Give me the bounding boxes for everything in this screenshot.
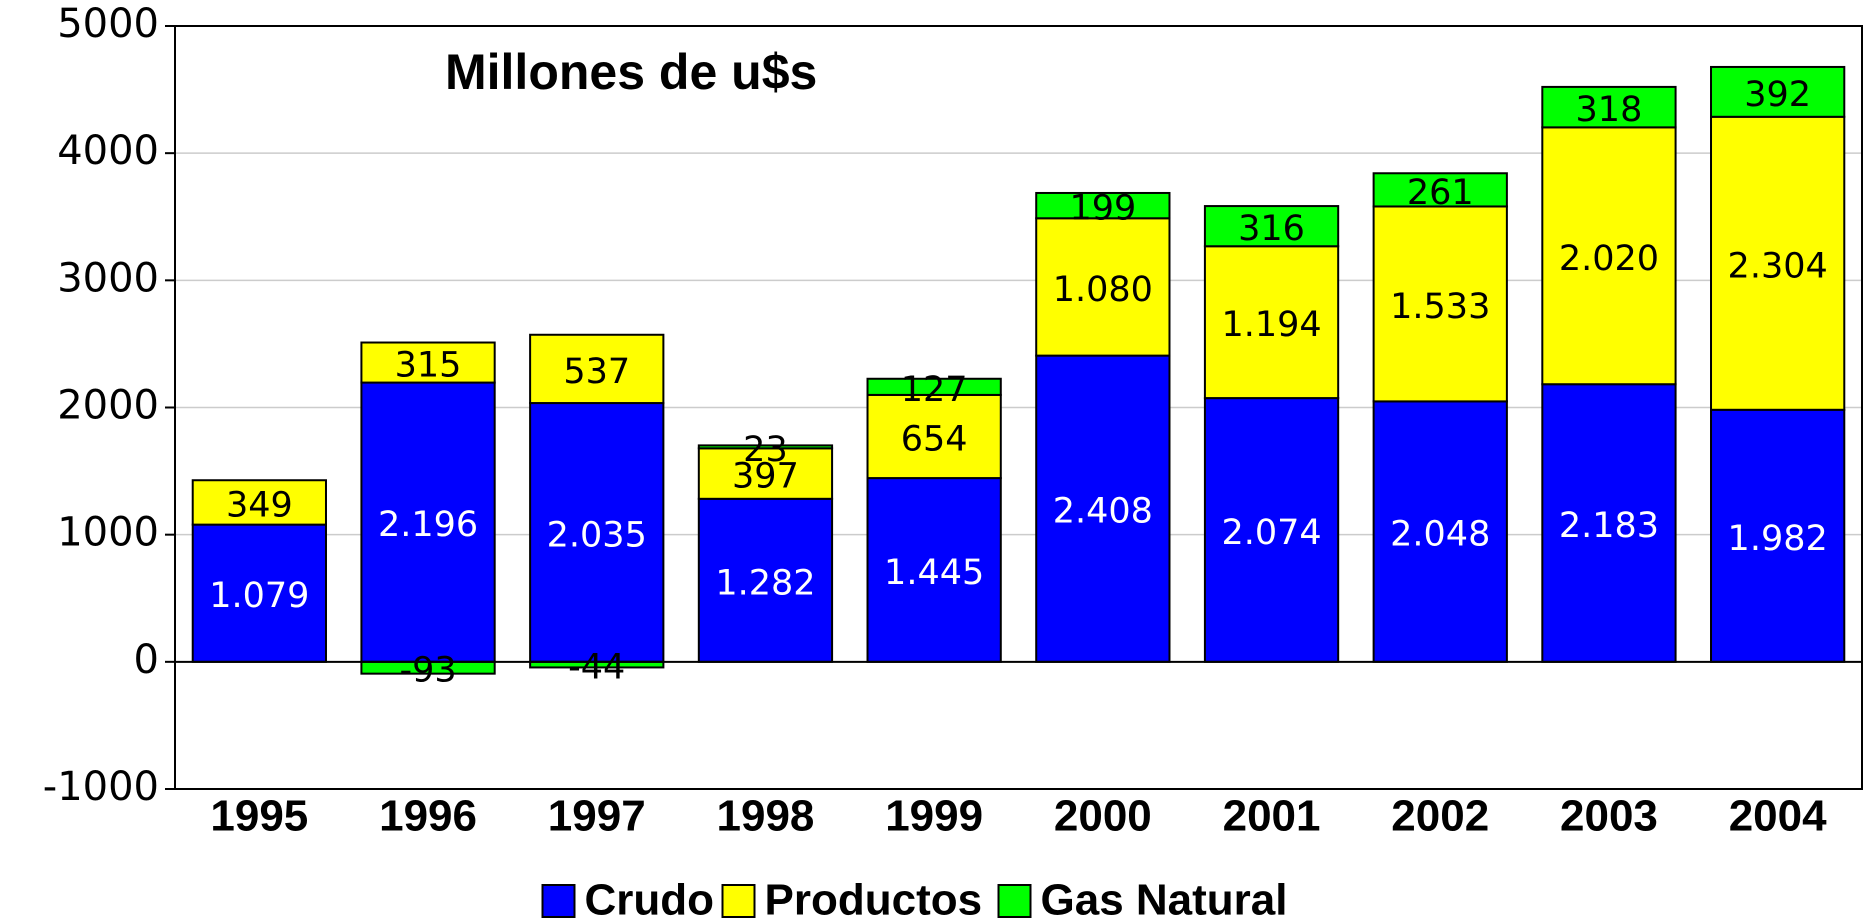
x-tick-label: 1997 bbox=[548, 792, 646, 841]
bar-segment bbox=[1372, 205, 1508, 403]
legend-swatch bbox=[997, 884, 1032, 918]
bar-segment bbox=[1372, 172, 1508, 208]
data-label: 2.035 bbox=[547, 515, 647, 555]
bar-segment bbox=[1541, 383, 1677, 663]
data-label: 392 bbox=[1744, 75, 1811, 115]
data-label: 199 bbox=[1069, 189, 1136, 229]
data-label: 1.079 bbox=[209, 576, 309, 616]
legend-label: Productos bbox=[765, 876, 983, 923]
data-label: 318 bbox=[1576, 90, 1643, 130]
x-tick-label: 2002 bbox=[1391, 792, 1489, 841]
data-label: 2.408 bbox=[1053, 492, 1153, 532]
chart-title: Millones de u$s bbox=[445, 44, 817, 100]
data-label: 315 bbox=[395, 346, 462, 386]
data-label: 2.074 bbox=[1221, 513, 1321, 553]
bar-segment bbox=[1035, 354, 1171, 663]
data-label: 1.080 bbox=[1053, 270, 1153, 310]
y-tick-label: 3000 bbox=[57, 255, 159, 301]
x-tick-label: 1999 bbox=[885, 792, 983, 841]
bar-segment bbox=[529, 333, 665, 405]
data-label: 2.020 bbox=[1559, 239, 1659, 279]
bar-segment bbox=[191, 479, 327, 526]
x-tick-label: 2001 bbox=[1223, 792, 1321, 841]
y-tick-label: 2000 bbox=[57, 383, 159, 429]
bar-segment bbox=[1541, 85, 1677, 129]
bar-segment bbox=[1203, 205, 1340, 248]
data-label: -44 bbox=[568, 648, 625, 688]
bar-segment bbox=[1710, 115, 1846, 411]
legend-swatch bbox=[541, 884, 576, 918]
legend-swatch bbox=[721, 884, 756, 918]
bar-segment bbox=[1372, 400, 1508, 663]
bar-segment bbox=[697, 447, 834, 500]
legend-label: Gas Natural bbox=[1041, 876, 1288, 923]
bar-segment bbox=[1035, 191, 1171, 220]
bar-segment bbox=[360, 341, 496, 384]
bar-segment bbox=[697, 444, 834, 450]
data-label: 349 bbox=[226, 485, 293, 525]
bar-segment bbox=[866, 377, 1002, 396]
x-tick-label: 1998 bbox=[717, 792, 815, 841]
bar-segment bbox=[1035, 217, 1171, 357]
data-label: 261 bbox=[1407, 173, 1474, 213]
data-label: 1.982 bbox=[1728, 519, 1828, 559]
y-tick-label: 5000 bbox=[57, 1, 159, 47]
bar-segment bbox=[1203, 397, 1340, 663]
data-label: 1.445 bbox=[884, 553, 984, 593]
y-tick-label: 1000 bbox=[57, 510, 159, 556]
y-tick-label: 4000 bbox=[57, 128, 159, 174]
data-label: 2.048 bbox=[1390, 515, 1490, 555]
bar-segment bbox=[1541, 126, 1677, 386]
data-label: 397 bbox=[732, 457, 799, 497]
x-tick-label: 2004 bbox=[1729, 792, 1827, 841]
x-tick-label: 2003 bbox=[1560, 792, 1658, 841]
legend-label: Crudo bbox=[585, 876, 715, 923]
data-label: 2.304 bbox=[1728, 246, 1828, 286]
data-label: 2.196 bbox=[378, 505, 478, 545]
y-tick-label: 0 bbox=[134, 637, 159, 683]
x-tick-label: 2000 bbox=[1054, 792, 1152, 841]
x-tick-label: 1995 bbox=[210, 792, 308, 841]
data-label: -93 bbox=[399, 651, 456, 691]
data-label: 2.183 bbox=[1559, 506, 1659, 546]
data-label: 1.282 bbox=[715, 563, 815, 603]
bar-segment bbox=[1203, 245, 1340, 400]
data-label: 23 bbox=[743, 430, 788, 470]
x-tick-label: 1996 bbox=[379, 792, 477, 841]
plot-frame bbox=[174, 25, 1863, 790]
data-label: 1.194 bbox=[1221, 305, 1321, 345]
data-label: 654 bbox=[901, 419, 968, 459]
data-label: 127 bbox=[901, 370, 968, 410]
data-label: 1.533 bbox=[1390, 287, 1490, 327]
y-tick-label: -1000 bbox=[43, 764, 159, 810]
data-label: 537 bbox=[563, 352, 630, 392]
bar-segment bbox=[1710, 65, 1846, 118]
data-label: 316 bbox=[1238, 209, 1305, 249]
